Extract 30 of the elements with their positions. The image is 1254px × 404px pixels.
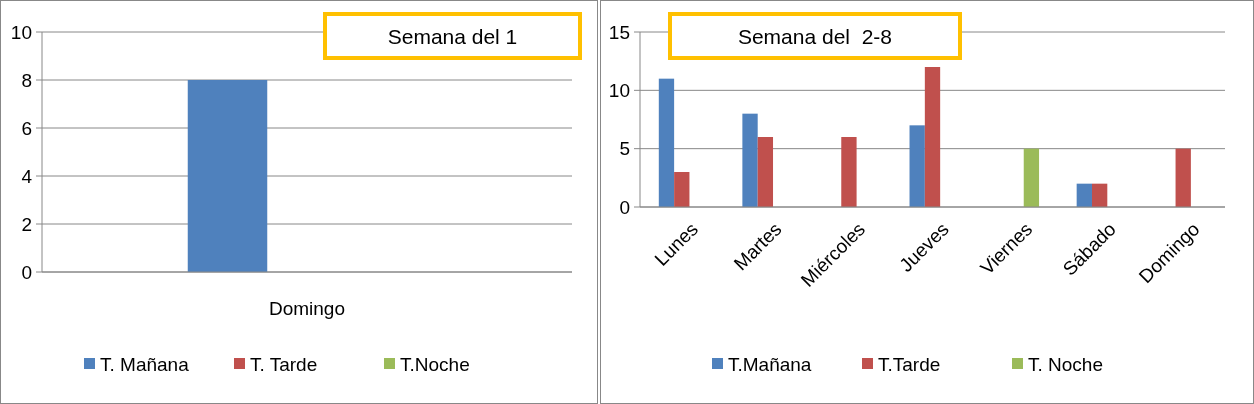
bar [658, 78, 675, 207]
y-tick-label: 8 [21, 69, 32, 91]
bar [1091, 183, 1108, 207]
y-tick-label: 10 [608, 79, 630, 101]
y-tick-label: 15 [608, 21, 630, 43]
bar [674, 172, 690, 207]
bar [757, 137, 774, 207]
y-tick-label: 2 [21, 213, 32, 235]
bar [742, 113, 758, 207]
legend-label: T. Tarde [250, 353, 318, 375]
bar [909, 125, 925, 207]
bar [924, 67, 941, 207]
legend-label: T. Noche [1028, 353, 1103, 375]
bar [1023, 148, 1040, 207]
bar [841, 137, 857, 207]
bar [1076, 183, 1092, 207]
legend-label: T.Noche [400, 353, 470, 375]
y-tick-label: 10 [10, 21, 32, 43]
y-tick-label: 5 [619, 138, 630, 160]
legend-label: T.Tarde [878, 353, 941, 375]
legend-label: T.Mañana [728, 353, 812, 375]
x-tick-label: Domingo [268, 298, 346, 319]
y-tick-label: 0 [619, 196, 630, 218]
y-tick-label: 6 [21, 117, 32, 139]
bar [1175, 148, 1191, 207]
legend-label: T. Mañana [100, 353, 190, 375]
y-tick-label: 4 [21, 165, 33, 187]
y-tick-label: 0 [21, 261, 32, 283]
chart-title: Semana del 1 [387, 25, 518, 48]
chart-title: Semana del 2-8 [737, 25, 893, 48]
